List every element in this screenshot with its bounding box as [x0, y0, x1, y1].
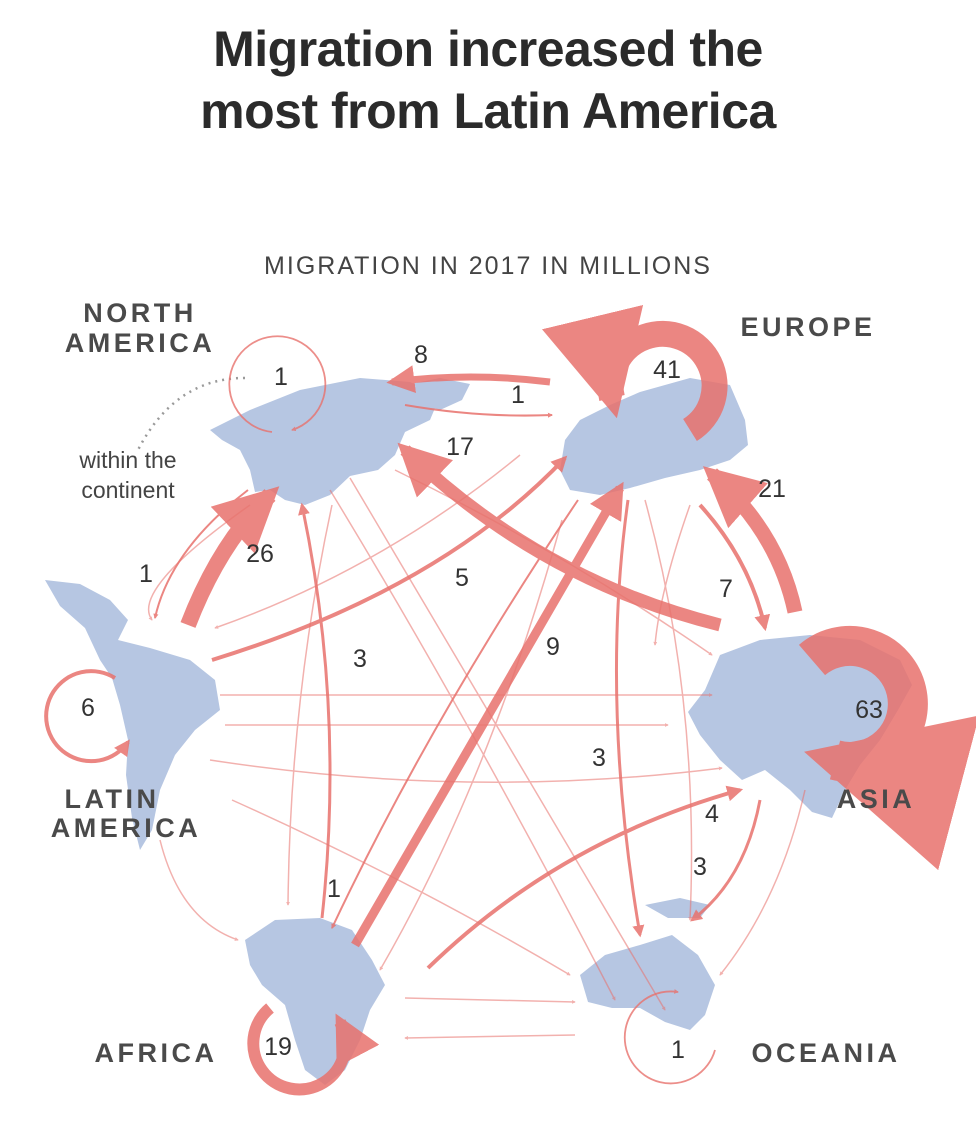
- value-north-america-to-latin-america: 1: [139, 560, 153, 588]
- flow-line: [231, 799, 571, 976]
- flow-arrow-europe-to-africa: [331, 499, 579, 929]
- flow-arrow-asia-to-north-america: [397, 442, 722, 632]
- value-europe-to-asia: 7: [719, 575, 733, 603]
- flow-arrow-europe-to-asia: [698, 503, 771, 632]
- flow-arrow-africa-to-north-america: [298, 502, 332, 919]
- chart-title: Migration increased the most from Latin …: [0, 18, 976, 142]
- value-asia-to-europe: 21: [758, 475, 786, 503]
- asia-landmass: [688, 635, 912, 818]
- title-line-1: Migration increased the: [213, 21, 763, 77]
- label-north-america-line-2: AMERICA: [65, 328, 216, 358]
- label-latin-america-line-1: LATIN: [65, 784, 160, 814]
- value-asia-to-oceania: 3: [693, 853, 707, 881]
- value-within-europe: 41: [653, 356, 681, 384]
- value-within-asia: 63: [855, 696, 883, 724]
- loop-latin-america: [44, 669, 130, 764]
- value-north-america-to-europe: 1: [511, 381, 525, 409]
- label-europe: EUROPE: [740, 312, 875, 342]
- value-within-latin-america: 6: [81, 694, 95, 722]
- value-europe-to-oceania: 3: [592, 744, 606, 772]
- flow-line: [644, 499, 693, 921]
- flow-arrow-africa-to-europe: [351, 481, 624, 948]
- latin-america-landmass: [45, 580, 220, 850]
- flow-arrow-asia-to-europe: [702, 466, 803, 614]
- value-latin-america-to-north-america: 26: [246, 540, 274, 568]
- value-europe-to-africa: 1: [327, 875, 341, 903]
- note-line-2: continent: [81, 477, 175, 503]
- value-latin-america-to-europe: 5: [455, 564, 469, 592]
- flow-line: [209, 759, 723, 783]
- flow-line: [719, 789, 806, 976]
- value-africa-to-asia: 4: [705, 800, 719, 828]
- label-africa: AFRICA: [95, 1038, 218, 1068]
- note-line-1: within the: [78, 447, 176, 473]
- flow-arrow-europe-to-oceania: [614, 499, 645, 938]
- flow-line: [653, 504, 691, 646]
- flow-line: [404, 1034, 576, 1040]
- flow-arrow-north-america-to-latin-america: [153, 489, 249, 620]
- within-continent-loops: [44, 305, 976, 1096]
- label-north-america-line-1: NORTH: [83, 298, 197, 328]
- value-within-africa: 19: [264, 1033, 292, 1061]
- label-asia: ASIA: [837, 784, 916, 814]
- oceania-landmass: [580, 935, 715, 1030]
- north-america-landmass: [210, 378, 440, 505]
- loop-north-america: [228, 335, 327, 433]
- loop-oceania: [623, 989, 716, 1085]
- flow-line: [349, 477, 666, 1011]
- flow-line: [286, 504, 333, 906]
- value-africa-to-north-america: 3: [353, 645, 367, 673]
- loop-africa: [247, 1003, 380, 1096]
- chart-subtitle: MIGRATION IN 2017 IN MILLIONS: [264, 252, 712, 280]
- flow-line: [404, 997, 576, 1004]
- flow-line: [329, 489, 616, 1001]
- label-oceania: OCEANIA: [751, 1038, 900, 1068]
- label-latin-america-line-2: AMERICA: [51, 813, 202, 843]
- flow-arrow-latin-america-to-europe: [211, 455, 568, 662]
- value-africa-to-europe: 9: [546, 633, 560, 661]
- flow-line: [214, 454, 521, 629]
- title-line-2: most from Latin America: [200, 83, 776, 139]
- major-flows: [153, 365, 803, 970]
- value-asia-to-north-america: 17: [446, 433, 474, 461]
- value-within-north-america: 1: [274, 363, 288, 391]
- flow-arrow-north-america-to-europe: [404, 404, 554, 418]
- flow-arrow-latin-america-to-north-america: [180, 486, 280, 628]
- flow-arrow-asia-to-oceania: [690, 799, 762, 922]
- greenland-landmass: [405, 378, 470, 410]
- flow-arrow-africa-to-asia: [426, 785, 744, 970]
- loop-europe: [542, 305, 728, 442]
- flow-arrow-europe-to-north-america: [386, 365, 551, 394]
- value-europe-to-north-america: 8: [414, 341, 428, 369]
- flow-line: [379, 519, 563, 971]
- value-within-oceania: 1: [671, 1036, 685, 1064]
- flow-line: [159, 839, 239, 941]
- loop-asia: [798, 625, 976, 870]
